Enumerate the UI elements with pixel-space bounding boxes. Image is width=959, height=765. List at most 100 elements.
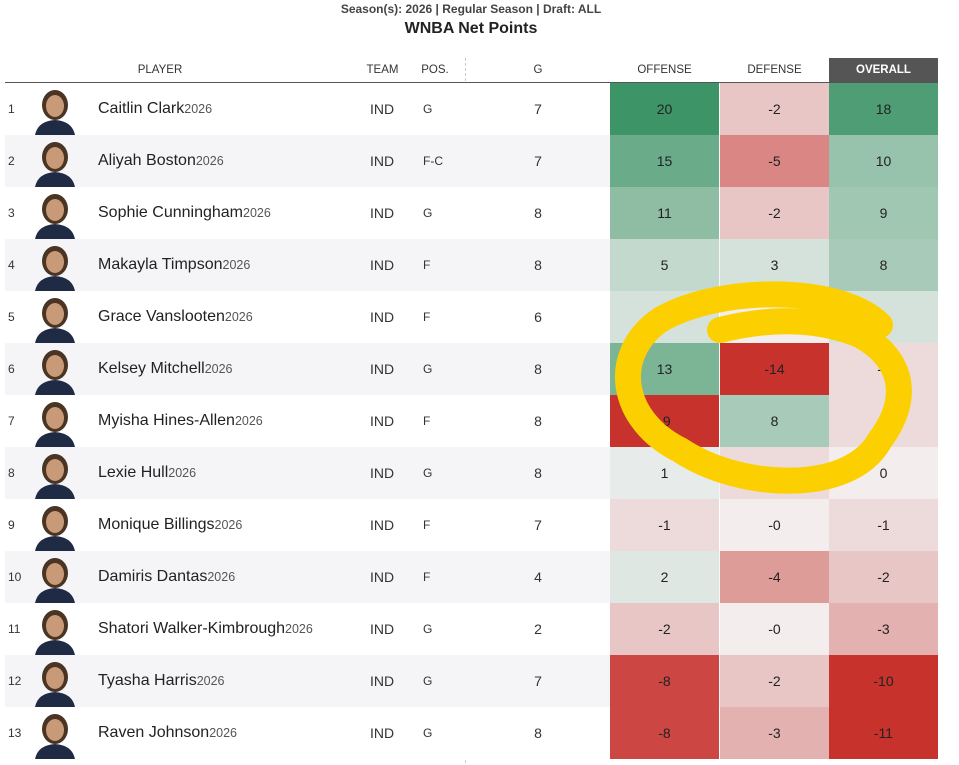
position: F [423,570,431,584]
team: IND [370,621,395,637]
rank: 3 [8,206,15,220]
player-photo [30,605,80,655]
column-header: OFFENSE [637,64,692,76]
games: 7 [534,153,542,169]
overall: -3 [829,603,938,655]
defense: -0 [720,603,829,655]
team: IND [370,673,395,689]
name: Sophie Cunningham [98,204,243,221]
player-name: Raven Johnson2026 [98,707,368,759]
name: Caitlin Clark [98,100,185,117]
name: Lexie Hull [98,464,169,481]
team: IND [370,725,395,741]
offense: 2 [610,551,719,603]
player-name: Aliyah Boston2026 [98,135,368,187]
position: F [423,414,431,428]
player-photo [30,501,80,551]
defense: -0 [720,499,829,551]
player-photo [30,293,80,343]
season: 2026 [243,206,271,220]
defense: -2 [720,83,829,135]
photo-icon [35,662,75,707]
season: 2026 [195,154,224,168]
player-photo [30,397,80,447]
column-header: OVERALL [829,58,938,82]
offense: -8 [610,655,719,707]
season: 2026 [184,102,213,116]
highlight-circle [615,281,912,494]
offense: 20 [610,83,719,135]
rank: 7 [8,414,15,428]
player-photo [30,85,80,135]
player-name: Tyasha Harris2026 [98,655,368,707]
games: 7 [534,101,542,117]
position: G [423,206,433,220]
position: F [423,518,431,532]
season: 2026 [224,310,253,324]
rank: 11 [8,622,21,636]
games: 6 [534,309,542,325]
rank: 4 [8,258,15,272]
season: 2026 [222,258,251,272]
overall: -11 [829,707,938,759]
position: F [423,310,431,324]
team: IND [370,309,395,325]
games: 8 [534,413,542,429]
name: Shatori Walker-Kimbrough [98,620,286,637]
games: 8 [534,257,542,273]
position: G [423,674,433,688]
column-header: TEAM [366,64,399,76]
position: G [423,466,433,480]
offense: -2 [610,603,719,655]
team: IND [370,361,395,377]
photo-icon [35,454,75,499]
season: 2026 [214,518,243,532]
overall: -10 [829,655,938,707]
name: Makayla Timpson [98,256,223,273]
photo-icon [35,298,75,343]
player-photo [30,657,80,707]
season: 2026 [285,622,313,636]
name: Myisha Hines-Allen [98,412,235,429]
column-header: DEFENSE [747,64,802,76]
name: Aliyah Boston [98,152,196,169]
games: 8 [534,725,542,741]
defense: 8 [720,395,829,447]
name: Tyasha Harris [98,672,197,689]
overall: -2 [829,551,938,603]
defense: -2 [720,187,829,239]
defense: -5 [720,135,829,187]
team: IND [370,205,395,221]
player-photo [30,345,80,395]
player-name: Damiris Dantas2026 [98,551,368,603]
season: 2026 [209,726,237,740]
games: 8 [534,361,542,377]
photo-icon [35,90,75,135]
name: Damiris Dantas [98,568,208,585]
games: 7 [534,673,542,689]
rank: 10 [8,570,22,584]
offense: 15 [610,135,719,187]
defense: -2 [720,655,829,707]
team: IND [370,153,395,169]
team: IND [370,517,395,533]
rank: 6 [8,362,15,376]
position: F [423,258,431,272]
photo-icon [35,714,75,759]
team: IND [370,465,395,481]
photo-icon [35,350,75,395]
photo-icon [35,506,75,551]
games: 8 [534,465,542,481]
rank: 5 [8,310,15,324]
games: 8 [534,205,542,221]
photo-icon [35,142,75,187]
rank: 9 [8,518,15,532]
team: IND [370,413,395,429]
offense: 5 [610,239,719,291]
team: IND [370,101,395,117]
player-photo [30,137,80,187]
season: 2026 [196,674,225,688]
offense: 11 [610,187,719,239]
